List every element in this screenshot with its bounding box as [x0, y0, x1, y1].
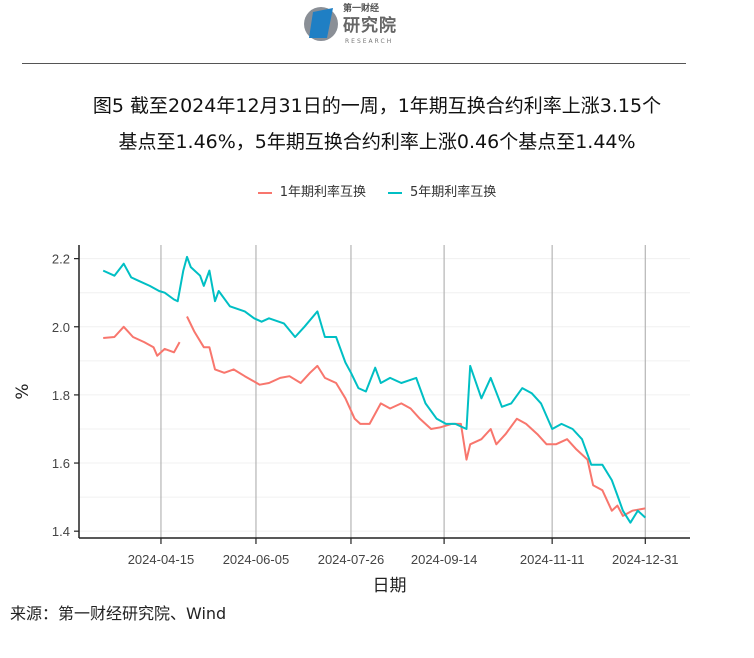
y-tick-label: 2.0 [52, 320, 70, 335]
logo-sub-text: RESEARCH [345, 38, 394, 45]
x-tick-label: 2024-11-11 [520, 552, 585, 567]
logo: 第一财经 研究院 RESEARCH [303, 4, 423, 52]
legend-swatch-1y [257, 192, 272, 194]
y-tick-label: 1.8 [52, 388, 70, 403]
y-tick-label: 2.2 [52, 252, 70, 267]
series-line-5y [102, 255, 646, 524]
logo-mark-icon [304, 7, 338, 41]
logo-main-text: 研究院 [343, 16, 397, 36]
logo-top-text: 第一财经 [343, 4, 380, 14]
legend-swatch-5y [388, 192, 402, 194]
x-tick-label: 2024-07-26 [318, 552, 385, 567]
x-tick-label: 2024-09-14 [411, 552, 478, 567]
y-tick-label: 1.6 [52, 456, 70, 471]
legend-label-1y: 1年期利率互换 [279, 185, 366, 200]
y-axis-title: % [13, 383, 33, 399]
legend: 1年期利率互换 5年期利率互换 [0, 185, 754, 201]
chart-title-line1: 图5 截至2024年12月31日的一周，1年期互换合约利率上涨3.15个 [92, 95, 662, 117]
chart-title-line2: 基点至1.46%，5年期互换合约利率上涨0.46个基点至1.44% [118, 131, 636, 153]
header-divider [22, 63, 686, 64]
legend-item-1y: 1年期利率互换 [257, 185, 366, 201]
source-note: 来源：第一财经研究院、Wind [10, 604, 227, 623]
legend-label-5y: 5年期利率互换 [410, 185, 497, 200]
x-tick-label: 2024-06-05 [223, 552, 290, 567]
x-tick-label: 2024-04-15 [128, 552, 195, 567]
y-tick-label: 1.4 [52, 524, 70, 539]
x-axis-title: 日期 [373, 576, 407, 596]
x-tick-label: 2024-12-31 [612, 552, 679, 567]
legend-item-5y: 5年期利率互换 [388, 185, 496, 201]
series-line-1y [103, 316, 646, 517]
